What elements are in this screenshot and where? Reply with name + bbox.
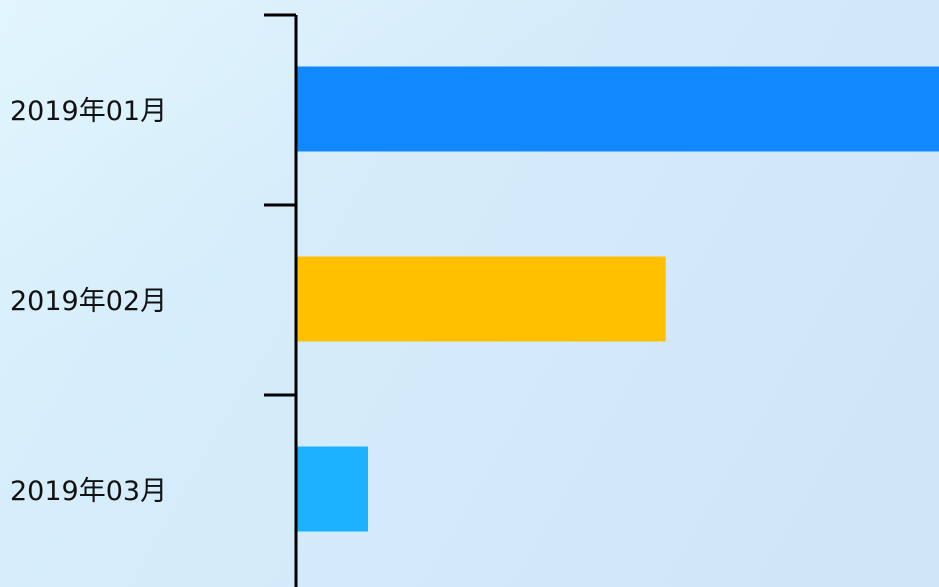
bar-2 [296, 257, 666, 342]
bar-3 [296, 447, 368, 532]
bar-1 [296, 67, 939, 152]
category-label: 2019年02月 [10, 286, 167, 317]
category-label: 2019年03月 [10, 476, 167, 507]
category-label: 2019年01月 [10, 96, 167, 127]
